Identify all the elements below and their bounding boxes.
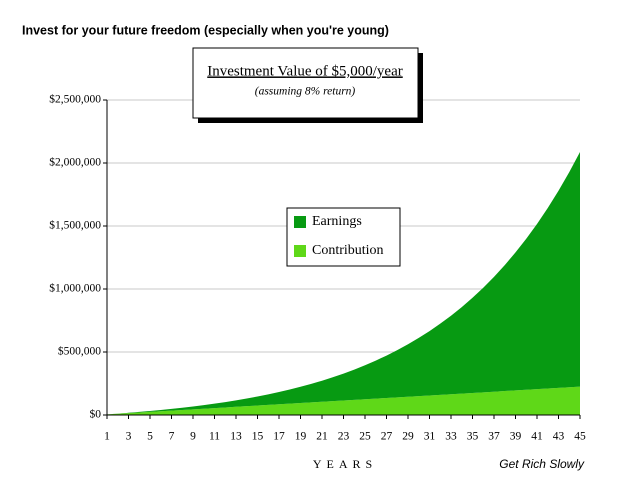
chart-subtitle: (assuming 8% return) <box>255 86 356 98</box>
x-tick-label: 41 <box>531 431 543 443</box>
title-box <box>192 47 419 119</box>
x-axis-label: YEARS <box>313 457 377 471</box>
x-tick-label: 33 <box>445 431 457 443</box>
legend-label: Earnings <box>312 214 362 229</box>
x-tick-label: 1 <box>104 431 110 443</box>
x-tick-label: 43 <box>553 431 565 443</box>
y-tick-label: $2,500,000 <box>49 93 101 106</box>
x-tick-label: 19 <box>295 431 307 443</box>
x-tick-label: 31 <box>424 431 436 443</box>
heading: Invest for your future freedom (especial… <box>22 23 389 37</box>
x-tick-label: 35 <box>467 431 479 443</box>
area <box>107 386 580 415</box>
x-tick-label: 3 <box>126 431 132 443</box>
area <box>107 152 580 415</box>
y-tick-label: $1,500,000 <box>49 219 101 232</box>
x-tick-label: 21 <box>316 431 328 443</box>
x-tick-label: 7 <box>169 431 175 443</box>
x-tick-label: 17 <box>273 431 285 443</box>
legend-swatch <box>294 245 306 257</box>
y-tick-label: $500,000 <box>58 345 101 358</box>
y-tick-label: $2,000,000 <box>49 156 101 169</box>
x-tick-label: 37 <box>488 431 500 443</box>
x-tick-label: 5 <box>147 431 153 443</box>
x-tick-label: 11 <box>209 431 220 443</box>
x-tick-label: 25 <box>359 431 371 443</box>
legend-label: Contribution <box>312 243 384 258</box>
credit: Get Rich Slowly <box>499 457 585 471</box>
legend: Earnings Contribution <box>294 214 384 258</box>
x-tick-label: 45 <box>574 431 586 443</box>
x-tick-label: 13 <box>230 431 242 443</box>
x-tick-label: 23 <box>338 431 350 443</box>
x-tick-label: 29 <box>402 431 414 443</box>
x-tick-label: 27 <box>381 431 393 443</box>
x-tick-label: 9 <box>190 431 196 443</box>
chart-title: Investment Value of $5,000/year <box>207 63 403 79</box>
legend-swatch <box>294 216 306 228</box>
x-tick-label: 39 <box>510 431 522 443</box>
x-tick-label: 15 <box>252 431 264 443</box>
plot-area: $0 $500,000 $1,000,000 $1,500,000 $2,000,000… <box>49 93 586 443</box>
y-tick-label: $0 <box>90 408 102 421</box>
y-tick-label: $1,000,000 <box>49 282 101 295</box>
